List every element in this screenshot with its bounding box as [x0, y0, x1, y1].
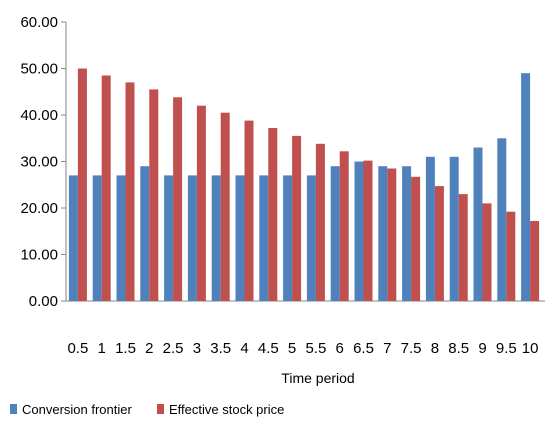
y-axis-ticks: 0.00 10.00 20.00 30.00 40.00 50.00 60.00 — [20, 14, 66, 310]
bar-effective-stock-price — [244, 120, 254, 301]
x-axis-ticks: 0.5 1 1.5 2 2.5 3 3.5 4 4.5 5 5.5 6 6.5 7 7.5 8 8.5 9 9.5 1… — [67, 340, 538, 357]
x-tick-label: 3 — [193, 340, 201, 357]
bar-effective-stock-price — [411, 176, 421, 301]
y-tick-label: 60.00 — [20, 14, 58, 31]
bar-conversion-frontier — [164, 175, 174, 301]
y-tick-label: 0.00 — [29, 293, 58, 310]
bar-effective-stock-price — [530, 221, 540, 301]
bar-conversion-frontier — [140, 166, 150, 301]
bar-conversion-frontier — [68, 175, 78, 301]
x-tick-label: 1 — [98, 340, 106, 357]
legend-swatch — [10, 404, 17, 414]
bar-effective-stock-price — [101, 75, 111, 301]
bar-conversion-frontier — [283, 175, 293, 301]
bar-conversion-frontier — [473, 147, 483, 301]
bar-effective-stock-price — [220, 112, 230, 301]
bar-effective-stock-price — [482, 203, 492, 301]
x-tick-label: 6 — [336, 340, 344, 357]
x-tick-label: 2.5 — [163, 340, 184, 357]
axes — [65, 22, 545, 302]
x-tick-label: 10 — [522, 340, 539, 357]
x-tick-label: 6.5 — [353, 340, 374, 357]
x-tick-label: 9.5 — [496, 340, 517, 357]
bar-effective-stock-price — [339, 151, 349, 301]
bar-effective-stock-price — [458, 194, 468, 301]
x-tick-label: 0.5 — [67, 340, 88, 357]
bar-effective-stock-price — [196, 105, 206, 301]
bar-conversion-frontier — [497, 138, 507, 302]
x-tick-label: 3.5 — [210, 340, 231, 357]
x-axis-title: Time period — [281, 370, 354, 386]
bar-effective-stock-price — [506, 211, 516, 301]
bar-effective-stock-price — [173, 97, 183, 301]
x-tick-label: 4 — [240, 340, 248, 357]
bar-effective-stock-price — [125, 82, 135, 302]
legend-label: Effective stock price — [169, 402, 284, 417]
y-tick-label: 40.00 — [20, 107, 58, 124]
legend: Conversion frontier Effective stock price — [10, 402, 284, 417]
legend-swatch — [157, 404, 164, 414]
bar-conversion-frontier — [306, 175, 316, 301]
bar-effective-stock-price — [315, 143, 325, 301]
bar-effective-stock-price — [292, 135, 302, 301]
bar-effective-stock-price — [434, 186, 444, 301]
y-tick-label: 30.00 — [20, 154, 58, 171]
bar-conversion-frontier — [425, 156, 435, 301]
y-tick-label: 50.00 — [20, 61, 58, 78]
bar-conversion-frontier — [449, 156, 459, 301]
bar-conversion-frontier — [211, 175, 221, 301]
bar-effective-stock-price — [77, 68, 87, 301]
x-tick-label: 5.5 — [305, 340, 326, 357]
bar-conversion-frontier — [116, 175, 126, 301]
bar-effective-stock-price — [363, 160, 373, 301]
bar-conversion-frontier — [259, 175, 269, 301]
bars — [68, 68, 540, 302]
bar-conversion-frontier — [330, 166, 340, 301]
bar-effective-stock-price — [149, 89, 159, 302]
bar-conversion-frontier — [187, 175, 197, 301]
x-tick-label: 8 — [431, 340, 439, 357]
bar-conversion-frontier — [402, 166, 412, 301]
bar-effective-stock-price — [387, 168, 397, 301]
x-tick-label: 8.5 — [448, 340, 469, 357]
y-tick-label: 10.00 — [20, 247, 58, 264]
bar-conversion-frontier — [354, 161, 364, 301]
x-tick-label: 4.5 — [258, 340, 279, 357]
bar-conversion-frontier — [521, 73, 531, 301]
x-tick-label: 9 — [478, 340, 486, 357]
y-tick-label: 20.00 — [20, 200, 58, 217]
x-tick-label: 2 — [145, 340, 153, 357]
x-tick-label: 5 — [288, 340, 296, 357]
x-tick-label: 7 — [383, 340, 391, 357]
legend-label: Conversion frontier — [22, 402, 132, 417]
bar-conversion-frontier — [235, 175, 245, 301]
x-tick-label: 1.5 — [115, 340, 136, 357]
bar-conversion-frontier — [92, 175, 102, 301]
bar-effective-stock-price — [268, 128, 278, 301]
bar-conversion-frontier — [378, 166, 388, 301]
x-tick-label: 7.5 — [401, 340, 422, 357]
